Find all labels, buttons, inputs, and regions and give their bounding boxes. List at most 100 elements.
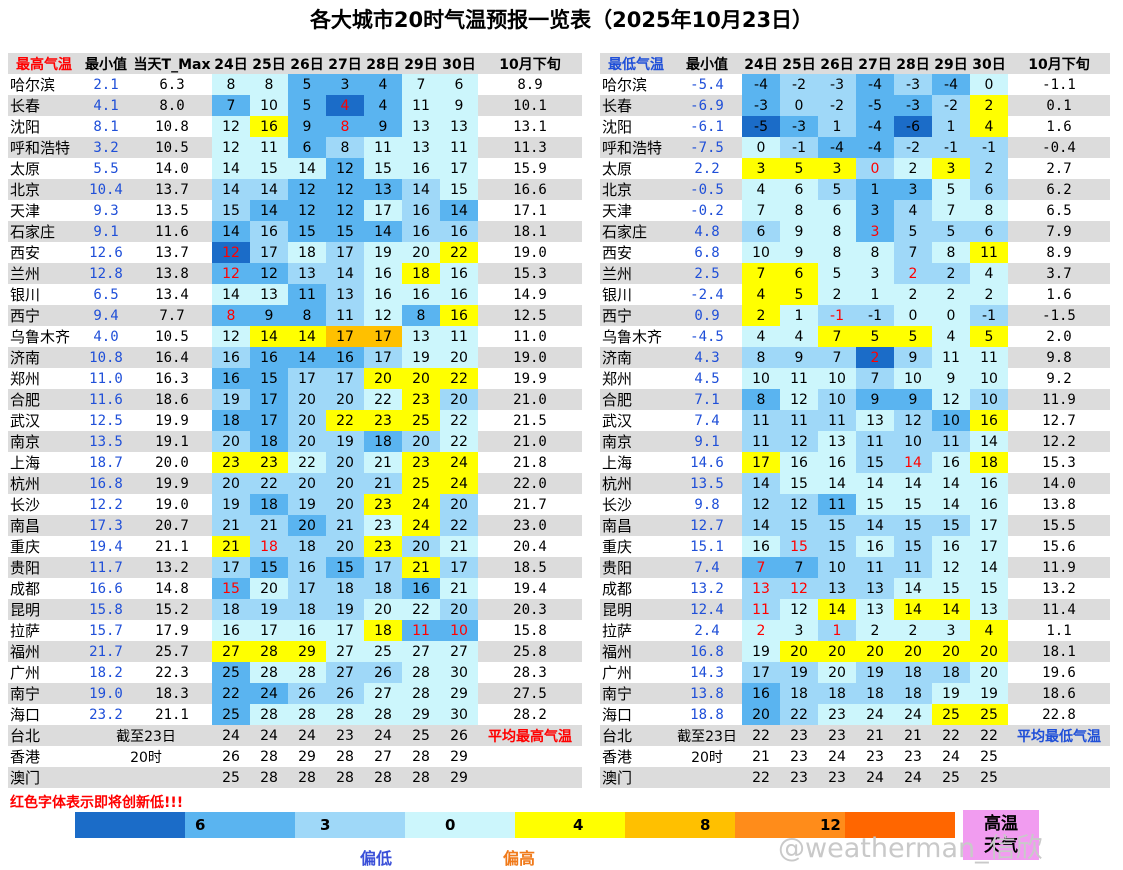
city-name: 重庆 — [600, 536, 672, 557]
forecast-cell: 23 — [780, 725, 818, 746]
forecast-cell: 11 — [970, 242, 1008, 263]
city-name: 济南 — [8, 347, 80, 368]
forecast-cell: 22 — [440, 410, 478, 431]
forecast-cell: 25 — [212, 767, 250, 788]
forecast-cell: 20 — [742, 704, 780, 725]
forecast-cell: 2 — [894, 158, 932, 179]
forecast-cell: 23 — [856, 746, 894, 767]
forecast-cell: 18 — [970, 452, 1008, 473]
forecast-cell: 17 — [326, 620, 364, 641]
forecast-cell: -1 — [970, 137, 1008, 158]
forecast-cell: 18 — [288, 599, 326, 620]
city-name: 澳门 — [600, 767, 672, 788]
min-value: 4.8 — [672, 221, 742, 242]
climatology-value: 22.8 — [1008, 704, 1110, 725]
forecast-cell: 22 — [288, 452, 326, 473]
forecast-cell: 4 — [932, 326, 970, 347]
city-name: 福州 — [600, 641, 672, 662]
forecast-cell: 8 — [818, 221, 856, 242]
forecast-cell: 23 — [212, 452, 250, 473]
climatology-value: 18.1 — [1008, 641, 1110, 662]
climatology-value: -0.4 — [1008, 137, 1110, 158]
max-row: 广州 18.2 22.3 25 28 28 27 26 28 30 28.3 — [8, 662, 582, 683]
forecast-cell: 16 — [440, 305, 478, 326]
forecast-cell: 7 — [894, 242, 932, 263]
forecast-cell: 26 — [326, 683, 364, 704]
forecast-cell: 17 — [250, 389, 288, 410]
forecast-cell: 15 — [364, 158, 402, 179]
forecast-cell: 24 — [818, 746, 856, 767]
forecast-cell: 24 — [440, 452, 478, 473]
min-value: 0.9 — [672, 305, 742, 326]
today-max-value: 17.9 — [132, 620, 212, 641]
max-col-header: 24日 — [212, 53, 250, 74]
average-temp-label: 平均最高气温 — [478, 725, 582, 746]
forecast-cell: 4 — [894, 200, 932, 221]
forecast-cell: 19 — [288, 494, 326, 515]
max-row: 南京 13.5 19.1 20 18 20 19 18 20 22 21.0 — [8, 431, 582, 452]
min-value: 7.4 — [672, 410, 742, 431]
forecast-cell: 9 — [894, 347, 932, 368]
city-name: 天津 — [8, 200, 80, 221]
forecast-cell: -1 — [970, 305, 1008, 326]
city-name: 南京 — [8, 431, 80, 452]
min-row: 银川 -2.4 4 5 2 1 2 2 2 1.6 — [600, 284, 1110, 305]
forecast-cell: 25 — [970, 704, 1008, 725]
city-name: 广州 — [600, 662, 672, 683]
forecast-cell: 17 — [742, 662, 780, 683]
forecast-cell: 15 — [326, 221, 364, 242]
forecast-cell: 16 — [402, 284, 440, 305]
forecast-cell: 21 — [894, 725, 932, 746]
climatology-value: 18.6 — [1008, 683, 1110, 704]
climatology-value: 12.7 — [1008, 410, 1110, 431]
min-row: 石家庄 4.8 6 9 8 3 5 5 6 7.9 — [600, 221, 1110, 242]
forecast-cell: 25 — [970, 767, 1008, 788]
forecast-cell: 3 — [932, 620, 970, 641]
min-extra-row: 香港 20时 21 23 24 23 23 24 25 — [600, 746, 1110, 767]
forecast-cell: 18 — [364, 578, 402, 599]
forecast-cell: 22 — [440, 368, 478, 389]
forecast-cell: 9 — [288, 116, 326, 137]
forecast-cell: 16 — [780, 452, 818, 473]
legend-high-label: 偏高 — [503, 849, 536, 868]
min-row: 杭州 13.5 14 15 14 14 14 14 16 14.0 — [600, 473, 1110, 494]
climatology-value: 12.5 — [478, 305, 582, 326]
forecast-cell: 6 — [818, 200, 856, 221]
forecast-cell: 3 — [932, 158, 970, 179]
forecast-cell: 14 — [742, 515, 780, 536]
forecast-cell: 27 — [212, 641, 250, 662]
forecast-cell: 16 — [250, 116, 288, 137]
min-value: 11.6 — [80, 389, 132, 410]
forecast-cell: 18 — [288, 536, 326, 557]
forecast-cell: 17 — [742, 452, 780, 473]
today-max-value: 14.8 — [132, 578, 212, 599]
forecast-cell: 29 — [402, 704, 440, 725]
min-row: 拉萨 2.4 2 3 1 2 2 3 4 1.1 — [600, 620, 1110, 641]
forecast-cell: 21 — [250, 515, 288, 536]
forecast-cell: 20 — [894, 641, 932, 662]
min-value: 16.8 — [80, 473, 132, 494]
forecast-cell: 14 — [970, 557, 1008, 578]
climatology-value: 14.0 — [1008, 473, 1110, 494]
forecast-cell: 13 — [856, 578, 894, 599]
forecast-cell: 24 — [440, 473, 478, 494]
forecast-cell: 15 — [250, 557, 288, 578]
forecast-cell: 21 — [212, 515, 250, 536]
forecast-cell: 21 — [364, 473, 402, 494]
min-value: 2.1 — [80, 74, 132, 95]
forecast-cell: 16 — [440, 221, 478, 242]
min-value: 13.2 — [672, 578, 742, 599]
climatology-value: 9.2 — [1008, 368, 1110, 389]
forecast-cell: 19 — [326, 599, 364, 620]
forecast-cell: 20 — [326, 452, 364, 473]
forecast-cell: 10 — [894, 368, 932, 389]
min-header-row: 最低气温 最小值 24日 25日 26日 27日 28日 29日 30日 10月下旬 — [600, 53, 1110, 74]
min-value: 9.4 — [80, 305, 132, 326]
forecast-cell: 28 — [402, 662, 440, 683]
forecast-cell: 7 — [856, 368, 894, 389]
city-name: 香港 — [600, 746, 672, 767]
forecast-cell: 11 — [932, 431, 970, 452]
climatology-value: 1.1 — [1008, 620, 1110, 641]
min-row: 广州 14.3 17 19 20 19 18 18 20 19.6 — [600, 662, 1110, 683]
forecast-cell: 17 — [440, 557, 478, 578]
